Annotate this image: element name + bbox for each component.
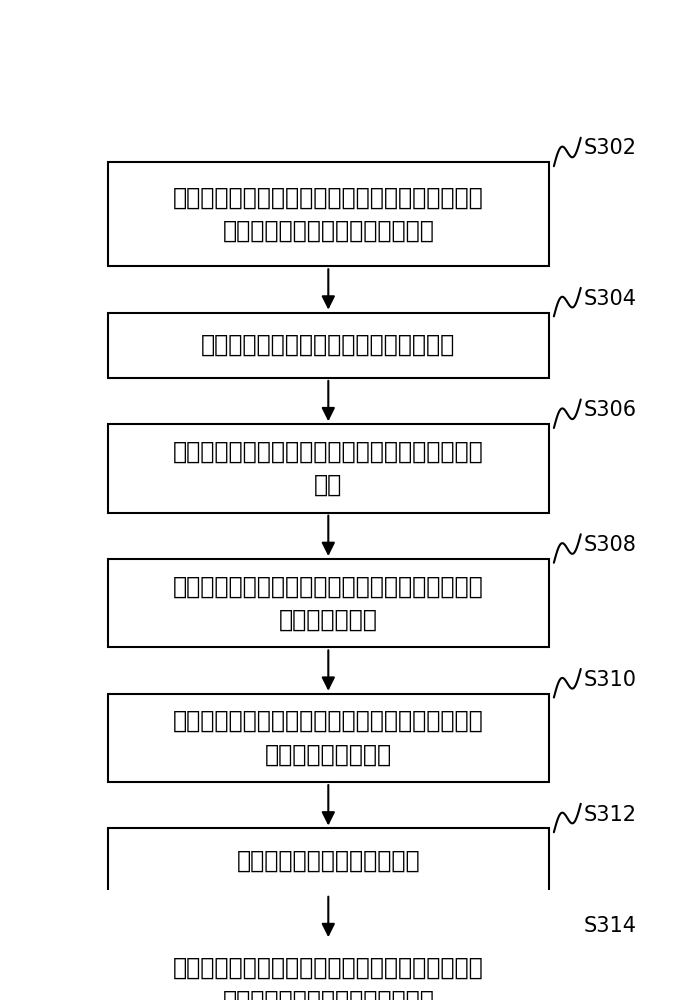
Bar — [108, 559, 549, 647]
Bar — [108, 424, 549, 513]
Bar — [108, 162, 549, 266]
Text: S306: S306 — [584, 400, 637, 420]
Text: 将世界坐标系下的参考信息中的最终的泊车车位特
征信息存储为记忆泊车位特征信息: 将世界坐标系下的参考信息中的最终的泊车车位特 征信息存储为记忆泊车位特征信息 — [173, 956, 484, 1000]
Text: S314: S314 — [584, 916, 636, 936]
Text: S308: S308 — [584, 535, 636, 555]
Bar — [108, 313, 549, 378]
Text: S304: S304 — [584, 289, 636, 309]
Text: 建立第二车辆坐标系，并将参考信息通过第二车辆
坐标系进行记录: 建立第二车辆坐标系，并将参考信息通过第二车辆 坐标系进行记录 — [173, 574, 484, 632]
Text: S310: S310 — [584, 670, 636, 690]
Text: 将通过第二车辆坐标系记录的参考信息转换为世界
坐标系下的参考信息: 将通过第二车辆坐标系记录的参考信息转换为世界 坐标系下的参考信息 — [173, 709, 484, 767]
Text: S302: S302 — [584, 138, 636, 158]
Bar — [108, 694, 549, 782]
Text: 对参考拼接图进行特征识别得到参考特征: 对参考拼接图进行特征识别得到参考特征 — [201, 333, 455, 357]
Text: 根据所识别得到的参考特征确定预设类型的参考信
息。: 根据所识别得到的参考特征确定预设类型的参考信 息。 — [173, 440, 484, 497]
Text: S312: S312 — [584, 805, 636, 825]
Bar — [108, 940, 549, 1000]
Text: 通过安装在车辆上的摄像头采集参考图像，并根据
所采集的参考图像生成参考拼接图: 通过安装在车辆上的摄像头采集参考图像，并根据 所采集的参考图像生成参考拼接图 — [173, 186, 484, 243]
Bar — [108, 828, 549, 894]
Text: 获取最终的泊车车位特征信息: 获取最终的泊车车位特征信息 — [236, 849, 420, 873]
